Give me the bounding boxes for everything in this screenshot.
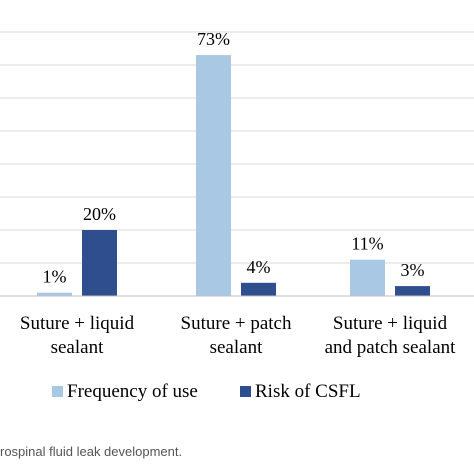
bar-risk bbox=[395, 286, 430, 296]
bar-data-label: 11% bbox=[351, 234, 383, 254]
bar-data-label: 73% bbox=[197, 29, 230, 49]
bar-data-label: 1% bbox=[43, 267, 67, 287]
bar-risk bbox=[241, 282, 276, 296]
category-label: and patch sealant bbox=[325, 337, 457, 358]
category-label: Suture + liquid bbox=[20, 313, 135, 334]
gridlines bbox=[0, 31, 474, 264]
category-labels: Suture + liquid sealant Suture + patch seal… bbox=[20, 313, 456, 358]
bars bbox=[37, 55, 430, 296]
bar-risk bbox=[82, 230, 117, 296]
bar-frequency bbox=[350, 259, 385, 296]
bar-data-label: 4% bbox=[247, 257, 271, 277]
legend: Frequency of use Risk of CSFL bbox=[52, 381, 361, 402]
category-label: Suture + liquid bbox=[333, 313, 448, 334]
bar-frequency bbox=[196, 55, 231, 296]
legend-swatch bbox=[52, 386, 63, 397]
bar-data-labels: 1% 73% 11% 20% 4% 3% bbox=[43, 29, 425, 287]
bar-data-label: 20% bbox=[83, 204, 116, 224]
legend-swatch bbox=[240, 386, 251, 397]
category-label: Suture + patch bbox=[181, 313, 292, 334]
bar-frequency bbox=[37, 292, 72, 296]
figure-caption: rospinal fluid leak development. bbox=[0, 444, 183, 459]
category-label: sealant bbox=[51, 337, 104, 358]
legend-label: Risk of CSFL bbox=[255, 381, 361, 402]
bar-data-label: 3% bbox=[401, 260, 425, 280]
legend-label: Frequency of use bbox=[67, 381, 198, 402]
category-label: sealant bbox=[210, 337, 263, 358]
